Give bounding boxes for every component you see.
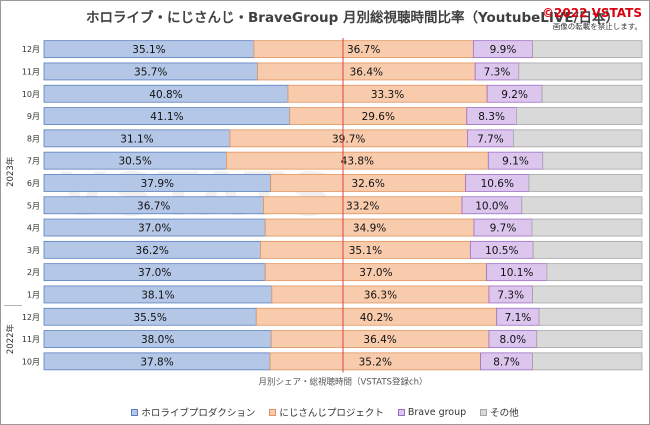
bar-segment-other [532,285,643,304]
bar-segment-other [528,174,643,192]
data-label-brave: 10.0% [475,200,508,212]
bar-segment-other [532,352,643,371]
legend-label: Brave group [407,406,467,418]
data-label-nijisanji: 40.2% [360,312,393,324]
bar-segment-other [516,107,643,125]
legend-label: その他 [490,408,519,419]
bar-segment-other [532,40,643,59]
category-label: 9月 [27,112,40,121]
bar-segment-other [541,84,643,103]
data-label-hololive: 37.9% [141,178,174,190]
data-label-nijisanji: 36.3% [364,289,397,301]
category-label: 11月 [22,67,40,76]
data-label-brave: 10.1% [500,267,533,279]
data-label-brave: 9.1% [502,156,529,168]
category-label: 3月 [27,246,40,255]
chart-title: ホロライブ・にじさんじ・BraveGroup 月別総視聴時間比率（Youtube… [86,10,620,26]
chart-legend: ホロライブプロダクション にじさんじプロジェクト Brave group その他 [0,405,650,419]
data-label-hololive: 38.1% [141,289,174,301]
bar-segment-other [532,240,643,259]
data-label-nijisanji: 33.3% [371,89,404,101]
legend-swatch [131,408,139,416]
data-label-hololive: 38.0% [141,334,174,346]
data-label-brave: 9.9% [490,44,517,56]
legend-item-hololive: ホロライブプロダクション [131,405,255,419]
data-label-hololive: 30.5% [119,156,152,168]
data-label-hololive: 31.1% [120,133,153,145]
category-label: 11月 [22,335,40,344]
data-label-brave: 7.3% [484,66,511,78]
category-label: 12月 [22,45,40,54]
data-label-brave: 8.3% [478,111,505,123]
data-label-nijisanji: 35.1% [349,245,382,257]
legend-item-other: その他 [480,405,519,419]
legend-item-brave: Brave group [397,406,467,418]
data-label-brave: 7.1% [505,312,532,324]
year-group-label: 2022年 [5,323,16,354]
legend-label: ホロライブプロダクション [141,408,256,419]
bar-segment-other [531,218,643,237]
data-label-brave: 7.7% [477,133,504,145]
data-label-brave: 8.7% [493,356,520,368]
bar-segment-other [521,196,643,215]
data-label-hololive: 41.1% [150,111,183,123]
legend-swatch [480,408,488,416]
category-label: 8月 [27,134,40,143]
category-label: 2月 [27,268,40,277]
data-label-nijisanji: 33.2% [346,200,379,212]
data-label-brave: 8.0% [499,334,526,346]
legend-swatch [397,408,405,416]
data-label-nijisanji: 37.0% [359,267,392,279]
data-label-nijisanji: 32.6% [351,178,384,190]
category-label: 7月 [27,157,40,166]
bar-segment-other [538,307,643,326]
data-label-hololive: 35.5% [133,312,166,324]
data-label-hololive: 40.8% [149,89,182,101]
data-label-hololive: 35.1% [132,44,165,56]
data-label-brave: 7.3% [497,289,524,301]
category-label: 1月 [27,290,40,299]
data-label-brave: 10.6% [481,178,514,190]
category-label: 10月 [22,90,40,99]
bar-segment-other [518,62,643,81]
data-label-brave: 10.5% [485,245,518,257]
data-label-nijisanji: 39.7% [332,133,365,145]
watermark: VSTATS [60,160,336,230]
data-label-brave: 9.2% [501,89,528,101]
data-label-nijisanji: 36.4% [350,66,383,78]
x-axis-label: 月別シェア・総視聴時間（VSTATS登録ch） [258,377,427,388]
data-label-nijisanji: 29.6% [362,111,395,123]
legend-label: にじさんじプロジェクト [279,408,384,419]
data-label-brave: 9.7% [490,223,517,235]
data-label-hololive: 37.8% [140,356,173,368]
data-label-nijisanji: 36.7% [347,44,380,56]
data-label-hololive: 36.2% [136,245,169,257]
category-label: 10月 [22,357,40,366]
data-label-nijisanji: 34.9% [353,223,386,235]
reprint-note: 画像の転載を禁止します。 [552,22,642,31]
data-label-hololive: 37.0% [138,267,171,279]
year-group-label: 2023年 [5,156,16,187]
data-label-hololive: 37.0% [138,223,171,235]
copyright-label: ©2022 VSTATS [542,6,642,20]
bar-segment-other [546,263,643,282]
bar-segment-other [513,129,643,148]
category-label: 12月 [22,313,40,322]
category-label: 6月 [27,179,40,188]
data-label-nijisanji: 36.4% [363,334,396,346]
data-label-hololive: 36.7% [137,200,170,212]
bar-segment-other [536,330,643,348]
legend-item-nijisanji: にじさんじプロジェクト [269,405,384,419]
data-label-nijisanji: 43.8% [341,156,374,168]
data-label-nijisanji: 35.2% [359,356,392,368]
category-label: 4月 [27,224,40,233]
bar-segment-other [542,151,643,170]
category-label: 5月 [27,201,40,210]
legend-swatch [269,408,277,416]
data-label-hololive: 35.7% [134,66,167,78]
